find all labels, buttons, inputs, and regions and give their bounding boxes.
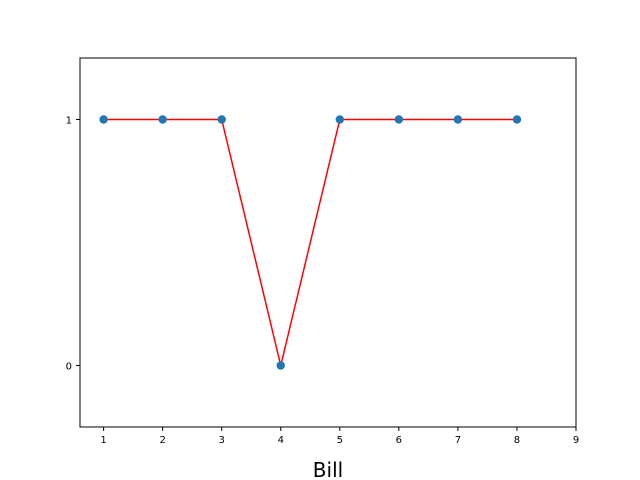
plot-frame (79, 57, 577, 428)
series-line (103, 118, 517, 366)
x-axis-label: Bill (313, 458, 343, 480)
x-tick-label: 6 (396, 435, 402, 446)
data-point (158, 115, 167, 124)
y-axis: 01 (66, 116, 80, 373)
x-tick-label: 9 (573, 435, 579, 446)
x-tick-label: 4 (278, 435, 284, 446)
plot-area (79, 57, 577, 428)
data-point (217, 115, 226, 124)
data-point (394, 115, 404, 124)
data-point (276, 361, 285, 370)
data-point (335, 115, 345, 124)
y-tick-label: 1 (66, 116, 72, 127)
series-layer (99, 115, 522, 370)
x-tick-label: 1 (100, 435, 106, 446)
x-tick-label: 8 (514, 435, 520, 446)
x-tick-label: 2 (159, 435, 165, 446)
y-tick-label: 0 (66, 362, 72, 373)
x-tick-label: 5 (337, 435, 343, 446)
x-tick-label: 3 (219, 435, 225, 446)
x-tick-label: 7 (455, 435, 461, 446)
data-point (99, 115, 108, 124)
data-point (453, 115, 463, 124)
x-axis: 1 2 3 4 5 6 7 8 9 (100, 427, 579, 446)
data-point (512, 115, 522, 124)
